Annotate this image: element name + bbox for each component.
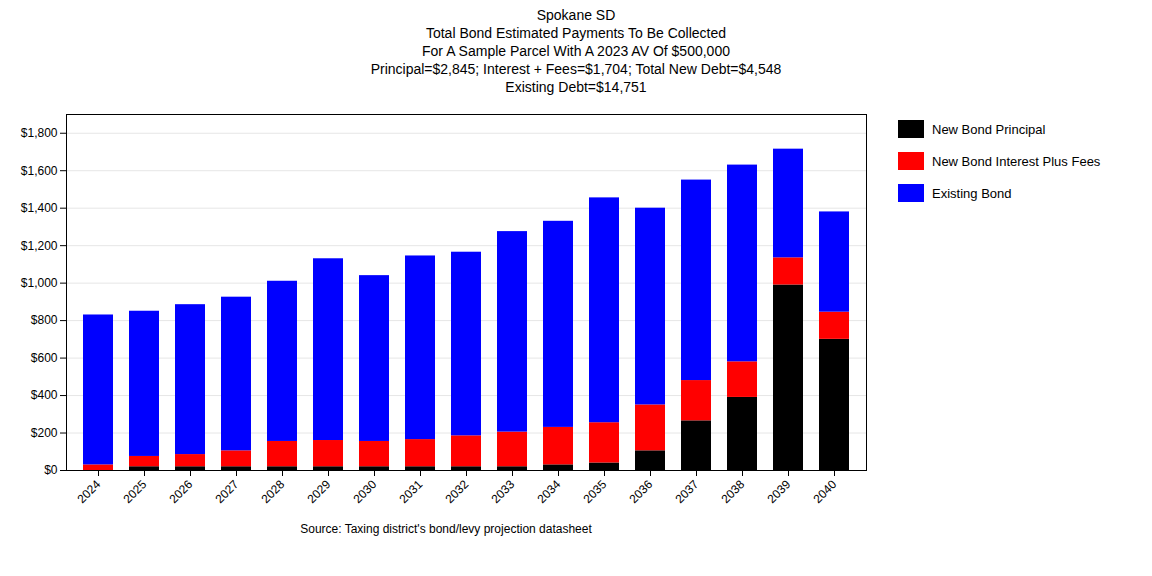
svg-text:2031: 2031 — [397, 477, 426, 506]
svg-text:$400: $400 — [31, 388, 58, 402]
svg-text:2036: 2036 — [627, 477, 656, 506]
svg-text:$1,800: $1,800 — [21, 126, 58, 140]
html-text:New Bond Interest Plus Fees: New Bond Interest Plus Fees — [932, 153, 1101, 169]
svg-text:$200: $200 — [31, 426, 58, 440]
svg-text:2030: 2030 — [351, 477, 380, 506]
svg-text:2039: 2039 — [765, 477, 794, 506]
svg-text:2035: 2035 — [581, 477, 610, 506]
svg-text:$1,400: $1,400 — [21, 201, 58, 215]
svg-text:$1,000: $1,000 — [21, 276, 58, 290]
svg-text:2034: 2034 — [535, 477, 564, 506]
svg-text:$0: $0 — [44, 463, 58, 477]
svg-text:2038: 2038 — [719, 477, 748, 506]
svg-text:2029: 2029 — [305, 477, 334, 506]
svg-text:2026: 2026 — [167, 477, 196, 506]
svg-text:2025: 2025 — [121, 477, 150, 506]
svg-text:2027: 2027 — [213, 477, 242, 506]
html-text:New Bond Principal: New Bond Principal — [932, 121, 1046, 137]
svg-text:2024: 2024 — [75, 477, 104, 506]
svg-text:2032: 2032 — [443, 477, 472, 506]
svg-text:2033: 2033 — [489, 477, 518, 506]
svg-text:2028: 2028 — [259, 477, 288, 506]
html-text:Spokane SD Total Bond Estimate: Spokane SD Total Bond Estimated Payments… — [370, 7, 782, 95]
svg-text:2037: 2037 — [673, 477, 702, 506]
svg-text:$1,200: $1,200 — [21, 238, 58, 252]
svg-text:$800: $800 — [31, 313, 58, 327]
svg-text:2040: 2040 — [811, 477, 840, 506]
svg-text:$600: $600 — [31, 351, 58, 365]
html-text:Source: Taxing district's bond: Source: Taxing district's bond/levy proj… — [300, 522, 592, 536]
html-text:Existing Bond: Existing Bond — [932, 185, 1012, 201]
svg-text:$1,600: $1,600 — [21, 164, 58, 178]
